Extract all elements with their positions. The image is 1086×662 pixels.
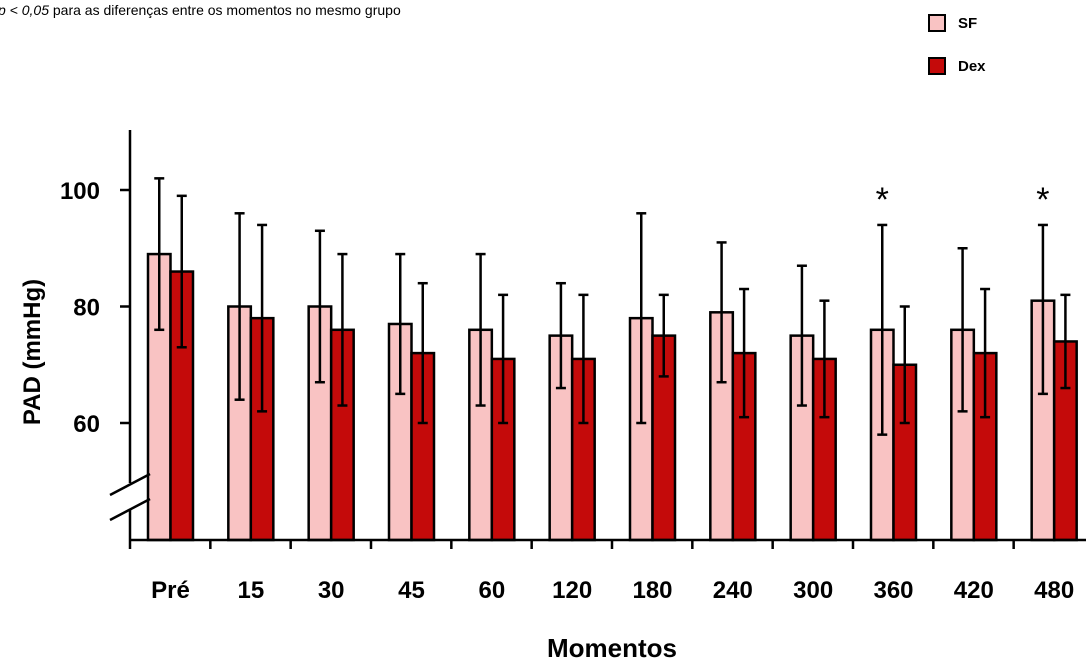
legend-item-dex: Dex [928, 57, 986, 75]
x-tick-label: 420 [954, 577, 994, 604]
significance-asterisk: * [876, 181, 889, 219]
legend-label-dex: Dex [958, 57, 986, 75]
x-tick-label: 480 [1034, 577, 1074, 604]
y-tick-label: 60 [73, 411, 100, 438]
y-tick-label: 80 [73, 295, 100, 322]
legend-label-sf: SF [958, 14, 978, 32]
legend-swatch-sf [928, 14, 946, 32]
significance-asterisk: * [1036, 181, 1049, 219]
x-tick-label: 240 [713, 577, 753, 604]
note-text: para as diferenças entre os momentos no … [49, 2, 401, 18]
x-tick-label: 300 [793, 577, 833, 604]
significance-note: p < 0,05 para as diferenças entre os mom… [0, 2, 401, 18]
legend-swatch-dex [928, 57, 946, 75]
x-tick-label: 15 [237, 577, 264, 604]
x-tick-label: 30 [318, 577, 345, 604]
p-value-text: p < 0,05 [0, 2, 49, 18]
x-tick-label: 60 [478, 577, 505, 604]
x-tick-label: 180 [632, 577, 672, 604]
x-tick-label: 120 [552, 577, 592, 604]
axis-break-mark [109, 472, 151, 497]
axes-layer [109, 130, 1086, 549]
legend-item-sf: SF [928, 14, 977, 32]
labels-layer: 60 80 100 Pré 15 30 45 60 120 180 240 300 360 420 480 M… [19, 178, 1074, 662]
y-axis-title: PAD (mmHg) [19, 279, 46, 425]
x-tick-label: 45 [398, 577, 425, 604]
axis-break-mark [109, 497, 151, 522]
y-tick-label: 100 [60, 178, 100, 205]
x-tick-label: Pré [151, 577, 190, 604]
x-axis-title: Momentos [547, 633, 677, 662]
bars-layer [146, 177, 1078, 542]
x-tick-label: 360 [873, 577, 913, 604]
